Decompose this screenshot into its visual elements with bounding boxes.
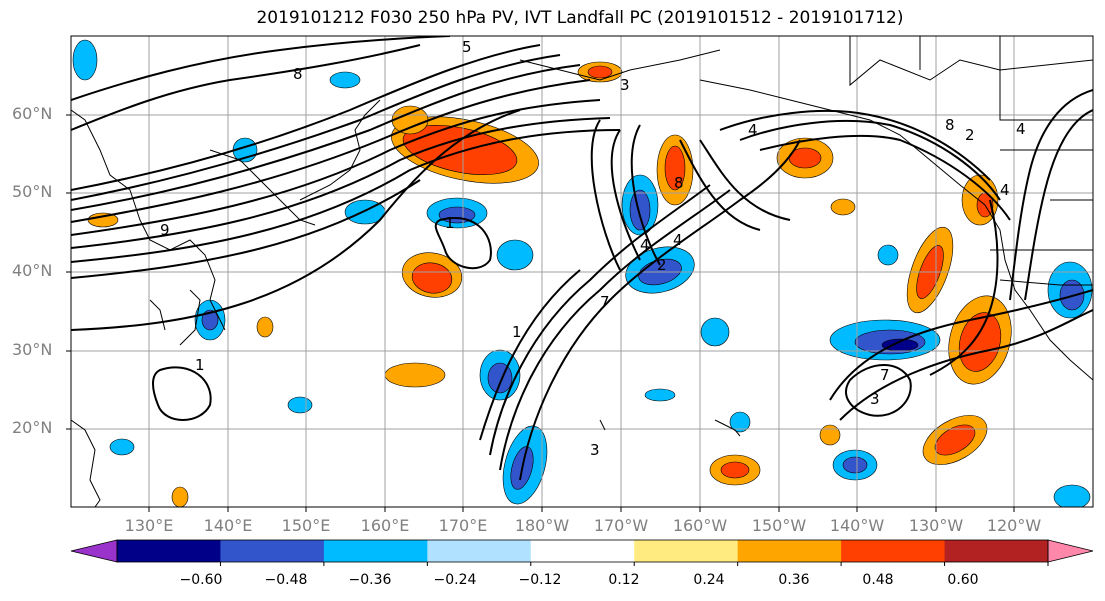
contour-label: 9: [160, 221, 170, 239]
colorbar-extend-max: [1047, 539, 1094, 563]
lat-label-60n: 60°N: [12, 104, 53, 123]
contour-label: 4: [748, 121, 758, 139]
shaded-anomaly: [72, 39, 98, 81]
contour-label: 4: [673, 231, 683, 249]
shaded-anomaly: [1059, 279, 1085, 311]
colorbar-segment: [117, 540, 221, 562]
colorbar-label: 0.60: [947, 572, 979, 588]
colorbar-label: 0.24: [693, 572, 725, 588]
shaded-anomaly: [384, 362, 446, 388]
shaded-anomaly: [664, 145, 686, 191]
colorbar-frame: [116, 539, 1049, 563]
shaded-anomaly: [201, 309, 219, 331]
lon-label-130e: 130°E: [124, 516, 174, 535]
lon-label-150e: 150°E: [281, 516, 331, 535]
shaded-anomaly: [109, 438, 135, 456]
shaded-anomaly: [830, 198, 856, 216]
shaded-anomaly: [644, 388, 676, 402]
colorbar: [70, 539, 1094, 566]
lat-label-20n: 20°N: [12, 418, 53, 437]
lon-label-140e: 140°E: [203, 516, 253, 535]
lat-label-30n: 30°N: [12, 340, 53, 359]
lat-label-40n: 40°N: [12, 261, 53, 280]
contour-label: 5: [462, 38, 472, 56]
shaded-anomaly: [720, 461, 750, 479]
shaded-anomaly: [171, 486, 189, 507]
shaded-anomaly: [729, 411, 751, 433]
colorbar-label: −0.36: [348, 572, 392, 588]
contour-label: 7: [600, 293, 610, 311]
contour-label: 4: [1000, 181, 1010, 199]
contour-label: 7: [880, 366, 890, 384]
colorbar-label: 0.36: [778, 572, 810, 588]
map-title: 2019101212 F030 250 hPa PV, IVT Landfall…: [256, 8, 904, 28]
shaded-anomaly: [629, 189, 651, 231]
colorbar-segment: [841, 540, 946, 562]
colorbar-segment: [427, 540, 532, 562]
lon-label-150w: 150°W: [751, 516, 807, 535]
lon-label-120w: 120°W: [986, 516, 1042, 535]
colorbar-label: 0.48: [862, 572, 894, 588]
axis-ticks: [66, 114, 1015, 512]
shaded-anomaly: [587, 65, 613, 79]
shaded-anomaly: [700, 317, 730, 347]
colorbar-segment: [220, 540, 325, 562]
shaded-anomaly: [487, 362, 513, 394]
shaded-anomaly: [496, 239, 534, 271]
shading-layer: [72, 39, 1093, 507]
lon-label-180w: 180°W: [514, 516, 570, 535]
lon-label-130w: 130°W: [908, 516, 964, 535]
lon-label-140w: 140°W: [829, 516, 885, 535]
colorbar-label: −0.12: [518, 572, 562, 588]
shaded-anomaly: [877, 244, 899, 266]
lat-label-50n: 50°N: [12, 182, 53, 201]
lon-label-170e: 170°E: [438, 516, 488, 535]
shaded-anomaly: [287, 396, 313, 414]
shaded-anomaly: [1053, 484, 1091, 507]
contour-label: 3: [590, 441, 600, 459]
contour-label: 3: [870, 390, 880, 408]
contour-label: 1: [445, 214, 455, 232]
contour-label: 8: [945, 116, 955, 134]
colorbar-segment: [530, 540, 635, 562]
lon-label-160w: 160°W: [672, 516, 728, 535]
colorbar-segment: [944, 540, 1049, 562]
colorbar-label: 0.12: [608, 572, 640, 588]
contour-label: 8: [293, 65, 303, 83]
contour-label: 1: [512, 323, 522, 341]
contour-label: 2: [965, 126, 975, 144]
shaded-anomaly: [819, 424, 841, 446]
shaded-anomaly: [411, 262, 453, 294]
lon-label-170w: 170°W: [593, 516, 649, 535]
contour-label: 8: [674, 174, 684, 192]
colorbar-segment: [323, 540, 428, 562]
lon-label-160e: 160°E: [360, 516, 410, 535]
contour-label: 4: [640, 236, 650, 254]
contour-label: 4: [1016, 120, 1026, 138]
colorbar-segment: [737, 540, 842, 562]
shaded-anomaly: [329, 71, 361, 89]
contour-label: 2: [657, 256, 667, 274]
colorbar-label: −0.48: [264, 572, 308, 588]
colorbar-label: −0.24: [433, 572, 477, 588]
shaded-anomaly: [842, 456, 868, 474]
contour-label: 3: [620, 76, 630, 94]
shaded-anomaly: [256, 316, 274, 338]
colorbar-label: −0.60: [179, 572, 223, 588]
colorbar-segment: [634, 540, 739, 562]
pv-contours: [71, 36, 1093, 481]
contour-label: 1: [195, 356, 205, 374]
shaded-anomaly: [391, 105, 429, 135]
colorbar-extend-min: [70, 539, 118, 563]
